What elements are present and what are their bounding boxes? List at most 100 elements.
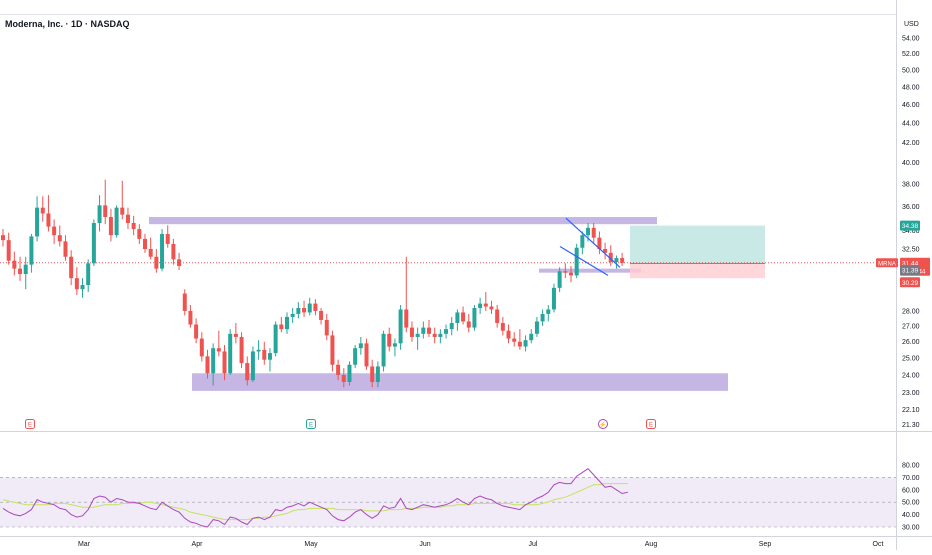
candle-body bbox=[358, 343, 363, 349]
time-tick-label: Apr bbox=[192, 541, 204, 548]
price-tick-label: 34.00 bbox=[902, 228, 920, 235]
candle-body bbox=[171, 243, 176, 260]
price-tick-label: 32.50 bbox=[902, 247, 920, 254]
price-axis[interactable]: USD 54.00 52.00 50.00 48.00 46.00 44.00 42.00 40… bbox=[876, 21, 930, 532]
candle bbox=[421, 321, 426, 339]
candle bbox=[557, 267, 562, 293]
candlestick-series bbox=[1, 179, 625, 388]
stop-zone[interactable] bbox=[630, 263, 765, 279]
candle-body bbox=[296, 307, 301, 314]
wedge-upper-line[interactable] bbox=[565, 217, 621, 268]
candle bbox=[466, 313, 471, 333]
price-tick-label: 54.00 bbox=[902, 36, 920, 43]
target-zone[interactable] bbox=[630, 225, 765, 264]
candle bbox=[182, 289, 187, 316]
candle bbox=[529, 329, 534, 344]
price-tick-label: 28.00 bbox=[902, 308, 920, 315]
candle bbox=[35, 196, 40, 242]
stop-price-tag[interactable]: 30.29 bbox=[900, 277, 920, 288]
candle-body bbox=[23, 264, 28, 275]
candle-body bbox=[290, 313, 295, 317]
candle bbox=[603, 242, 608, 260]
candle bbox=[563, 263, 568, 279]
candle bbox=[114, 205, 119, 238]
candle bbox=[285, 312, 289, 334]
candle-body bbox=[569, 272, 573, 276]
candle bbox=[57, 225, 62, 247]
candle-body bbox=[35, 207, 40, 237]
candle-body bbox=[534, 321, 539, 334]
candle-body bbox=[120, 207, 125, 215]
candle bbox=[273, 321, 278, 357]
candle-body bbox=[262, 349, 267, 360]
support-resistance-zones[interactable] bbox=[149, 217, 728, 391]
candle bbox=[302, 300, 307, 317]
candle-body bbox=[285, 316, 289, 330]
candle-body bbox=[307, 303, 312, 313]
falling-wedge-lines[interactable] bbox=[559, 217, 621, 276]
candle bbox=[438, 329, 443, 344]
candle-body bbox=[91, 222, 96, 264]
marker-box bbox=[306, 419, 316, 429]
dividend-flash-icon[interactable]: ⚡ bbox=[598, 419, 608, 429]
marker-box bbox=[25, 419, 35, 429]
event-markers[interactable]: E E ⚡ E bbox=[25, 419, 656, 429]
support-zone[interactable] bbox=[192, 373, 728, 391]
candle-body bbox=[205, 356, 210, 374]
earnings-marker[interactable]: E bbox=[306, 419, 316, 429]
breakout-zone[interactable] bbox=[539, 268, 641, 273]
candle bbox=[239, 332, 244, 369]
candle-body bbox=[319, 310, 324, 320]
earnings-marker[interactable]: E bbox=[25, 419, 35, 429]
candle-body bbox=[370, 366, 375, 382]
candle bbox=[228, 329, 233, 375]
candle-body bbox=[387, 333, 392, 347]
candle bbox=[290, 307, 295, 323]
candle-body bbox=[199, 338, 204, 357]
rsi-line bbox=[2, 468, 628, 528]
candle-body bbox=[194, 324, 199, 339]
candle bbox=[296, 302, 301, 319]
candle bbox=[597, 231, 602, 255]
candle bbox=[23, 256, 28, 290]
earnings-marker[interactable]: E bbox=[646, 419, 656, 429]
candle-body bbox=[165, 233, 170, 244]
entry-price-tag[interactable]: 31.39 bbox=[900, 264, 920, 275]
target-price-tag[interactable]: 34.38 bbox=[900, 220, 920, 231]
stop-price-tag-text: 30.29 bbox=[902, 280, 919, 287]
candle-body bbox=[478, 303, 483, 308]
rsi-tick-label: 40.00 bbox=[902, 512, 920, 519]
candle-body bbox=[546, 309, 551, 314]
candle bbox=[177, 252, 182, 270]
candle-body bbox=[608, 252, 613, 262]
candle-body bbox=[250, 351, 255, 381]
candle-body bbox=[267, 353, 272, 360]
long-position-tool[interactable] bbox=[630, 225, 765, 279]
candle bbox=[46, 195, 51, 232]
candle-body bbox=[421, 327, 426, 334]
candle-body bbox=[489, 306, 494, 310]
time-tick-label: Mar bbox=[78, 541, 91, 548]
candle bbox=[97, 195, 102, 232]
candle-body bbox=[74, 278, 79, 290]
candle bbox=[495, 305, 500, 328]
candle bbox=[18, 256, 23, 281]
price-tick-label: 36.00 bbox=[902, 204, 920, 211]
candle-body bbox=[517, 341, 522, 347]
candle bbox=[80, 278, 85, 298]
rsi-tick-label: 50.00 bbox=[902, 500, 920, 507]
wedge-lower-line[interactable] bbox=[559, 245, 609, 276]
candle-body bbox=[614, 258, 619, 262]
price-tick-label: 22.10 bbox=[902, 407, 920, 414]
candle-body bbox=[461, 312, 466, 322]
resistance-zone[interactable] bbox=[149, 217, 657, 225]
candle-body bbox=[125, 214, 130, 223]
symbol-title: Moderna, Inc. · 1D · NASDAQ bbox=[5, 19, 130, 29]
candle bbox=[364, 338, 369, 370]
time-axis[interactable]: Mar Apr May Jun Jul Aug Sep Oct bbox=[78, 541, 884, 548]
rsi-tick-label: 30.00 bbox=[902, 525, 920, 532]
price-tick-label: 26.00 bbox=[902, 339, 920, 346]
candle-body bbox=[108, 217, 113, 236]
candle bbox=[381, 330, 386, 372]
